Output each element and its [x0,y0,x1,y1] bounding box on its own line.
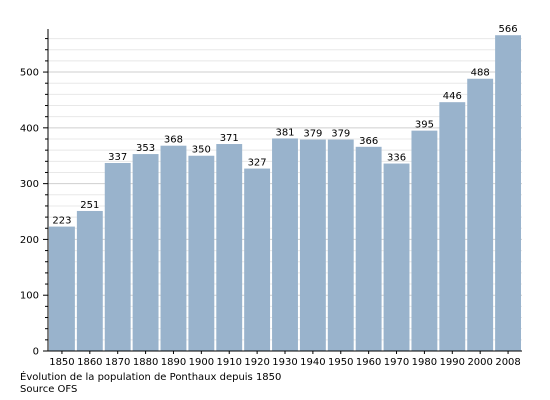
bar-value-labels: 223 251 337 353 368 350 371 327 381 379 379 366 336 3… [52,24,517,226]
x-tick-label-1950: 1950 [328,357,353,368]
bar-1990 [439,102,466,351]
bar-value-label-1990: 446 [443,91,462,102]
bars [49,35,521,352]
x-tick-label-1870: 1870 [105,357,130,368]
bar-1950 [327,139,354,351]
x-tick-label-1930: 1930 [272,357,297,368]
chart-source: Source OFS [20,384,78,395]
y-tick-label-500: 500 [20,68,39,79]
x-tick-label-1990: 1990 [440,357,465,368]
bar-value-label-1870: 337 [108,152,127,163]
bar-value-label-1950: 379 [331,129,350,140]
bar-value-label-1880: 353 [136,143,155,154]
x-tick-label-1890: 1890 [161,357,186,368]
bar-value-label-1960: 366 [359,136,378,147]
x-tick-label-1980: 1980 [412,357,437,368]
x-tick-label-2000: 2000 [467,357,492,368]
bar-1920 [244,168,271,351]
y-tick-label-0: 0 [33,347,39,358]
bar-2000 [467,78,494,351]
bar-value-label-1860: 251 [80,200,99,211]
bar-value-label-1900: 350 [192,145,211,156]
x-tick-label-2008: 2008 [495,357,520,368]
bar-value-label-1980: 395 [415,120,434,131]
y-tick-label-200: 200 [20,235,39,246]
bar-1940 [299,139,326,351]
bar-value-label-1890: 368 [164,135,183,146]
bar-value-label-1970: 336 [387,153,406,164]
chart-caption: Évolution de la population de Ponthaux d… [20,372,282,383]
bar-value-label-1940: 379 [303,129,322,140]
bar-value-label-1850: 223 [52,216,71,227]
x-tick-label-1900: 1900 [189,357,214,368]
x-tick-label-1910: 1910 [217,357,242,368]
x-tick-label-1960: 1960 [356,357,381,368]
bar-1960 [355,146,382,351]
bar-1850 [49,226,75,351]
y-tick-label-300: 300 [20,179,39,190]
bar-value-label-2008: 566 [499,24,518,35]
bar-1860 [76,210,103,351]
bar-1870 [104,162,131,351]
bar-value-label-2000: 488 [471,68,490,79]
x-tick-label-1860: 1860 [77,357,102,368]
x-tick-label-1940: 1940 [300,357,325,368]
bar-1900 [188,155,215,351]
bar-value-label-1920: 327 [248,158,267,169]
x-tick-label-1920: 1920 [244,357,269,368]
y-tick-label-400: 400 [20,123,39,134]
bar-2008 [495,35,521,352]
bar-1930 [272,138,298,351]
x-tick-label-1970: 1970 [384,357,409,368]
bar-1970 [383,163,410,351]
x-tick-label-1850: 1850 [49,357,74,368]
y-tick-label-100: 100 [20,291,39,302]
bar-1880 [132,154,159,351]
bar-1910 [216,144,243,351]
bar-1980 [411,130,438,351]
x-tick-label-1880: 1880 [133,357,158,368]
bar-value-label-1910: 371 [220,133,239,144]
axes: 0 100 200 300 400 500 1850 1860 1870 1880 1890 1900… [20,29,522,368]
bar-value-label-1930: 381 [275,127,294,138]
bar-1890 [160,145,187,351]
